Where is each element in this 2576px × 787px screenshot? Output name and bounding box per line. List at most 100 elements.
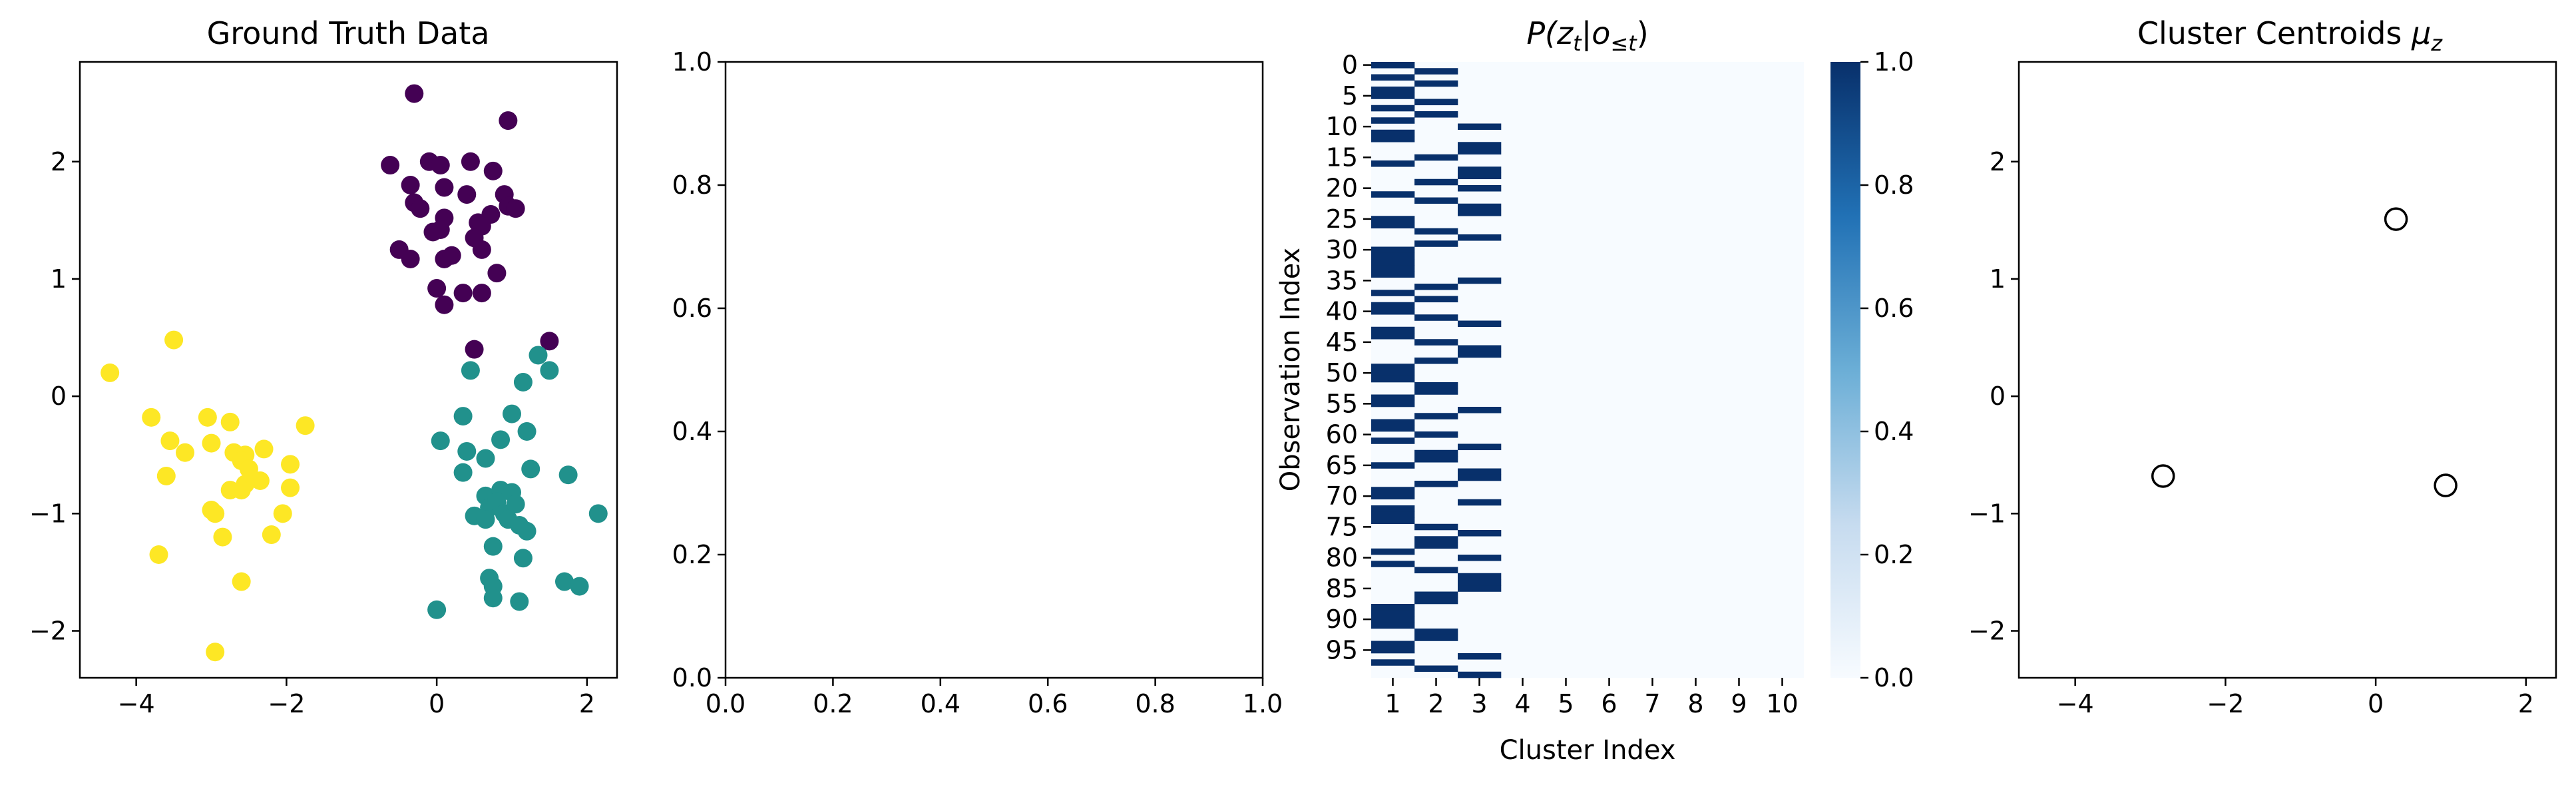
scatter-point [250,471,270,490]
scatter-point [461,361,480,380]
heatmap-cell [1371,308,1415,315]
heatmap-cell [1371,400,1415,407]
cluster-centroids-plot-area [2018,61,2557,679]
x-tick-label: 10 [1766,689,1798,718]
heatmap-cell [1371,216,1415,222]
colorbar-tick-label: 0.8 [1874,170,1914,200]
scatter-point [431,156,450,175]
heatmap-cell [1371,604,1415,611]
y-tick-label: 85 [1326,574,1358,603]
heatmap-cell [1458,142,1502,148]
y-tick-label: 0.6 [672,294,712,323]
heatmap-cell [1371,364,1415,370]
scatter-point [483,161,503,180]
scatter-point [427,279,447,298]
scatter-point [517,422,537,441]
scatter-point [281,478,300,497]
x-tick-label: −2 [268,689,305,718]
scatter-point [435,295,454,314]
heatmap-cell [1371,326,1415,334]
y-tick-label: −2 [29,617,67,646]
heatmap-cell [1458,579,1502,586]
y-tick-label: 55 [1326,389,1358,418]
centroid-marker [2434,473,2458,497]
x-tick-label: 8 [1687,689,1703,718]
y-tick-label: 15 [1326,142,1358,172]
scatter-point [513,373,533,392]
heatmap-cell [1371,616,1415,623]
heatmap-cell [1458,172,1502,180]
heatmap-cell [1414,154,1458,161]
y-tick-label: 45 [1326,328,1358,357]
scatter-point [472,284,491,303]
y-tick-label: 65 [1326,451,1358,480]
y-tick-label: 40 [1326,297,1358,326]
x-tick-label: 2 [1428,689,1444,718]
heatmap-cell [1458,468,1502,475]
heatmap-cell [1371,74,1415,81]
heatmap-cell [1458,148,1502,155]
y-tick-label: −1 [29,499,67,528]
colorbar [1830,62,1860,678]
scatter-point [506,199,525,218]
scatter-point [232,572,251,591]
heatmap-cell [1371,62,1415,69]
heatmap-cell [1371,394,1415,401]
x-tick-label: −4 [2057,689,2094,718]
x-tick-label: 1.0 [1243,689,1283,718]
y-tick-label: 0 [51,382,67,411]
x-tick-label: 5 [1558,689,1574,718]
scatter-point [453,407,473,426]
posterior-heatmap-panel: P(zt|o≤t) 1 2 3 4 5 6 7 8 9 100510152025303540455… [1275,15,1914,766]
scatter-point [483,537,503,556]
heatmap-cell [1414,591,1458,599]
heatmap-cell [1458,653,1502,660]
y-tick-label: 0.8 [672,170,712,200]
heatmap-cell [1371,561,1415,567]
scatter-point [232,481,251,500]
cluster-centroids-panel: Cluster Centroids μz −4 −2 0 2 −2 −1 0 1 2 [1968,15,2557,718]
scatter-point [149,545,168,564]
heatmap-cell [1414,197,1458,204]
x-tick-label: 2 [2518,689,2534,718]
heatmap-cell [1371,659,1415,666]
scatter-point [570,577,589,596]
heatmap-cell [1414,542,1458,549]
cluster-centroids-ticks: −4 −2 0 2 −2 −1 0 1 2 [1968,147,2534,718]
heatmap-cell [1414,358,1458,364]
scatter-point [273,504,292,523]
scatter-point [156,466,176,485]
scatter-point [442,246,461,265]
centroid-marker [2151,464,2175,488]
scatter-point [206,504,225,523]
heatmap-xlabel: Cluster Index [1500,735,1676,766]
x-tick-label: −2 [2207,689,2244,718]
heatmap-cell [1458,210,1502,216]
heatmap-cell [1458,185,1502,192]
scatter-point [411,199,430,218]
y-tick-label: −1 [1968,499,2006,528]
heatmap-cell [1458,499,1502,506]
heatmap-cell [1371,302,1415,309]
x-tick-label: 6 [1601,689,1617,718]
scatter-point [202,433,221,453]
heatmap-cell [1371,610,1415,617]
y-tick-label: 30 [1326,235,1358,264]
heatmap-cell [1371,505,1415,512]
scatter-point [457,185,477,204]
heatmap-cell [1414,388,1458,395]
heatmap-cells [1371,62,1502,678]
scatter-point [483,589,503,608]
heatmap-cell [1371,129,1415,136]
scatter-point [431,431,450,451]
y-tick-label: 5 [1342,81,1358,111]
heatmap-cell [1371,548,1415,555]
heatmap-cell [1414,228,1458,235]
y-tick-label: 0.4 [672,417,712,446]
heatmap-cell [1371,517,1415,525]
heatmap-cell [1458,671,1502,678]
y-tick-label: 1.0 [672,47,712,77]
heatmap-cell [1371,425,1415,432]
scatter-point [472,240,491,259]
scatter-point [101,363,120,382]
